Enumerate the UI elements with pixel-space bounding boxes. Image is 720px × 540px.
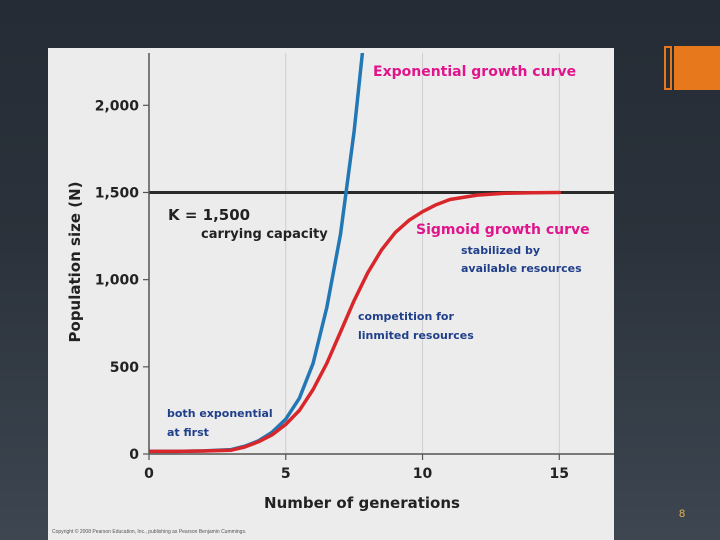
x-tick-label: 0 — [144, 466, 154, 482]
k-label: K = 1,500 — [168, 206, 250, 224]
stabilized-annotation-2: available resources — [461, 262, 582, 275]
x-tick-label: 15 — [550, 466, 569, 482]
competition-annotation-1: competition for — [358, 310, 454, 323]
x-tick-label: 5 — [281, 466, 291, 482]
slide-number: 8 — [678, 508, 686, 520]
x-axis-title: Number of generations — [264, 494, 460, 512]
exponential-growth-curve-line — [149, 53, 365, 454]
y-tick-label: 0 — [129, 447, 139, 463]
stabilized-annotation-1: stabilized by — [461, 244, 540, 257]
growth-chart: 0 500 1,000 1,500 2,000 0 5 10 15 K = 1,500 carr… — [66, 53, 614, 512]
y-tick-label: 1,500 — [95, 185, 140, 201]
y-axis-title: Population size (N) — [66, 182, 84, 343]
sigmoid-curve-title: Sigmoid growth curve — [416, 222, 590, 238]
y-tick-label: 500 — [110, 360, 139, 376]
exponential-curve-title: Exponential growth curve — [373, 64, 576, 80]
chart-figure: 0 500 1,000 1,500 2,000 0 5 10 15 K = 1,500 carr… — [48, 48, 614, 540]
carrying-capacity-label: carrying capacity — [201, 227, 328, 242]
accent-fill-block — [674, 46, 720, 90]
accent-outline-bar — [664, 46, 672, 90]
competition-annotation-2: linmited resources — [358, 329, 474, 342]
both-exponential-annotation-1: both exponential — [167, 407, 273, 420]
copyright-notice: Copyright © 2008 Pearson Education, Inc.… — [52, 529, 247, 535]
both-exponential-annotation-2: at first — [167, 426, 209, 439]
y-tick-label: 1,000 — [95, 273, 140, 289]
x-tick-label: 10 — [413, 466, 433, 482]
sigmoid-growth-curve-line — [149, 190, 562, 454]
y-tick-label: 2,000 — [95, 98, 140, 114]
